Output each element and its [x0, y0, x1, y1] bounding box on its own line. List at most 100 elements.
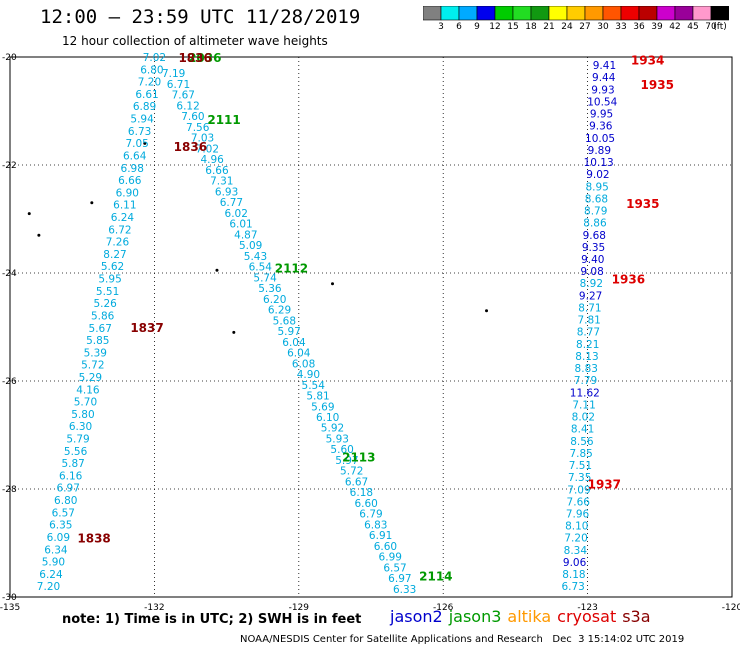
island-marker [90, 201, 94, 205]
swh-value-c: 8.83 [575, 363, 598, 375]
swh-value-c: 9.08 [580, 266, 603, 278]
color-scale-labels: 3 6 9 12 15 18 21 24 27 30 33 36 39 42 45 70 (ft) [423, 22, 740, 34]
swh-value-c: 7.11 [572, 399, 595, 411]
swh-value-b: 6.29 [268, 305, 291, 317]
swh-value-c: 9.06 [563, 557, 587, 569]
swh-value-c: 10.05 [585, 133, 615, 145]
swh-value-b: 6.18 [350, 487, 373, 499]
swh-value-c: 9.36 [589, 121, 613, 133]
swh-value-b: 7.67 [172, 90, 195, 102]
x-tick-label: -132 [144, 603, 164, 612]
island-marker [485, 309, 489, 313]
swh-value-b: 5.54 [302, 380, 326, 392]
swh-value-c: 9.27 [579, 290, 602, 302]
colorbar-label: 70 [705, 22, 717, 32]
swh-value-c: 8.77 [577, 327, 600, 339]
x-tick-label: -129 [289, 603, 310, 612]
swh-value-a: 6.24 [111, 212, 135, 224]
island-marker [143, 141, 147, 145]
pass-time-label: 1935 [641, 78, 674, 92]
swh-value-a: 5.94 [130, 114, 154, 126]
swh-value-a: 4.16 [76, 384, 100, 396]
pass-time-label: 2111 [207, 113, 240, 127]
pass-time-label: 2113 [342, 451, 375, 465]
swh-value-b: 6.54 [249, 262, 273, 274]
swh-value-b: 5.81 [306, 391, 329, 403]
swh-value-b: 4.90 [297, 369, 320, 381]
swh-value-c: 7.35 [568, 472, 591, 484]
swh-value-b: 6.10 [316, 412, 339, 424]
swh-value-b: 6.99 [379, 552, 402, 564]
swh-value-b: 5.97 [335, 455, 358, 467]
swh-value-c: 8.10 [565, 521, 588, 533]
swh-value-a: 6.16 [59, 470, 83, 482]
swh-value-c: 7.79 [574, 375, 597, 387]
wave-height-chart: -20 -22 -24 -26 -28 -30-135 -132 -129 -126 -123 -1… [0, 51, 740, 612]
pass-time-label: 1837 [130, 321, 163, 335]
swh-value-c: 8.02 [572, 412, 595, 424]
swh-value-a: 5.29 [79, 372, 102, 384]
swh-value-b: 5.92 [321, 423, 344, 435]
swh-value-b: 6.66 [205, 165, 229, 177]
swh-value-a: 5.80 [71, 409, 94, 421]
swh-value-a: 6.89 [133, 101, 156, 113]
swh-value-b: 5.93 [326, 433, 349, 445]
swh-value-c: 7.09 [567, 484, 590, 496]
colorbar-label: 27 [579, 22, 591, 32]
swh-value-a: 6.72 [108, 224, 131, 236]
pass-time-label: 1936 [612, 272, 645, 286]
swh-value-a: 6.80 [140, 64, 163, 76]
swh-value-b: 6.77 [220, 197, 243, 209]
swh-value-c: 8.41 [571, 424, 594, 436]
island-marker [330, 282, 334, 286]
swh-value-a: 5.67 [89, 323, 112, 335]
colorbar-label: 15 [507, 22, 519, 32]
swh-value-c: 10.13 [584, 157, 614, 169]
y-tick-label: -28 [2, 485, 17, 495]
swh-value-a: 6.61 [135, 89, 158, 101]
satellite-legend: jason2 jason3 altika cryosat s3a [390, 607, 657, 626]
swh-value-c: 8.18 [562, 569, 585, 581]
swh-value-a: 7.02 [143, 52, 166, 64]
colorbar-label: 12 [489, 22, 501, 32]
swh-value-b: 7.02 [196, 143, 219, 155]
swh-value-c: 8.79 [584, 206, 607, 218]
swh-value-a: 6.34 [44, 544, 68, 556]
footer-credits: NOAA/NESDIS Center for Satellite Applica… [240, 634, 684, 645]
plot-frame [9, 56, 733, 598]
legend-cryosat: cryosat [557, 607, 617, 626]
swh-value-b: 6.12 [176, 100, 199, 112]
colorbar-label: 39 [651, 22, 663, 32]
pass-time-label: 1934 [631, 54, 664, 68]
swh-value-a: 6.64 [123, 150, 147, 162]
island-marker [215, 268, 219, 272]
swh-value-b: 6.83 [364, 519, 387, 531]
swh-value-c: 9.41 [593, 60, 616, 72]
colorbar-label: 36 [633, 22, 645, 32]
swh-value-c: 9.93 [591, 84, 614, 96]
swh-value-c: 7.20 [564, 533, 587, 545]
swh-value-c: 8.34 [564, 545, 588, 557]
swh-value-c: 11.62 [570, 387, 600, 399]
swh-value-a: 5.26 [93, 298, 117, 310]
swh-value-a: 5.56 [64, 446, 88, 458]
colorbar-label: 30 [597, 22, 609, 32]
swh-value-c: 9.35 [582, 242, 605, 254]
y-tick-label: -24 [2, 269, 17, 279]
swh-value-c: 8.86 [583, 218, 607, 230]
swh-value-a: 5.39 [84, 347, 107, 359]
colorbar-label: 18 [525, 22, 537, 32]
swh-value-a: 6.09 [47, 532, 70, 544]
swh-value-a: 5.85 [86, 335, 109, 347]
swh-value-c: 7.66 [567, 496, 591, 508]
swh-value-a: 8.27 [103, 249, 126, 261]
swh-value-b: 6.97 [388, 573, 411, 585]
swh-value-a: 5.79 [66, 434, 89, 446]
pass-time-label: 2114 [419, 569, 452, 583]
pass-time-label: 2112 [275, 262, 308, 276]
swh-value-b: 6.08 [292, 358, 315, 370]
swh-value-b: 6.33 [393, 584, 416, 596]
swh-value-a: 6.66 [118, 175, 142, 187]
swh-value-b: 6.60 [354, 498, 377, 510]
swh-value-b: 6.60 [374, 541, 397, 553]
